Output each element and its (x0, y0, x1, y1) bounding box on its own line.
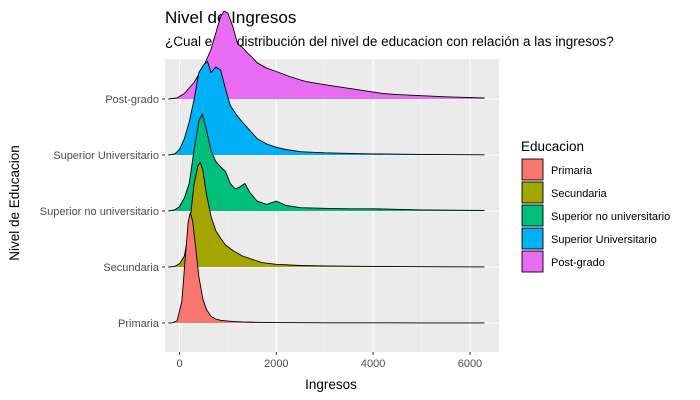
x-tick-label: 4000 (361, 358, 385, 370)
ridge-outline (168, 61, 485, 156)
chart-title: Nivel de Ingresos (165, 8, 296, 27)
x-axis-ticks: 0 2000 4000 6000 (176, 352, 482, 370)
x-axis-title: Ingresos (305, 377, 357, 392)
y-axis-title: Nivel de Educacion (7, 145, 22, 261)
y-axis-ticks: Primaria Secundaria Superior no universita… (40, 94, 165, 330)
legend-swatch (521, 204, 544, 227)
y-tick-label: Superior no universitario (40, 206, 159, 218)
ridge-area (168, 162, 485, 267)
legend-swatch (521, 250, 544, 273)
legend-title: Educacion (521, 139, 584, 154)
legend-swatch (521, 181, 544, 204)
x-tick-label: 2000 (264, 358, 288, 370)
legend-label: Secundaria (551, 188, 608, 200)
y-tick-label: Post-grado (105, 94, 159, 106)
legend-label: Superior Universitario (551, 234, 657, 246)
ridge-outline (168, 212, 485, 324)
legend-label: Post-grado (551, 257, 605, 269)
legend-label: Superior no universitario (551, 211, 670, 223)
legend-items: Primaria Secundaria Superior no universita… (521, 158, 670, 273)
legend: Educacion Primaria Secundaria Superior no … (521, 139, 670, 273)
chart-subtitle: ¿Cual es la distribución del nivel de ed… (165, 34, 614, 49)
x-tick-label: 6000 (458, 358, 482, 370)
ridge-outline (168, 113, 485, 212)
legend-swatch (521, 158, 544, 181)
y-tick-label: Secundaria (103, 262, 160, 274)
legend-label: Primaria (551, 165, 593, 177)
ridge-area (168, 11, 485, 99)
legend-swatch (521, 227, 544, 250)
ridge-area (168, 213, 485, 323)
ridge-outline (168, 10, 485, 100)
ridge-area (168, 61, 485, 155)
y-tick-label: Primaria (118, 318, 160, 330)
x-tick-label: 0 (176, 358, 182, 370)
y-tick-label: Superior Universitario (53, 150, 159, 162)
ridge-series (168, 10, 485, 324)
